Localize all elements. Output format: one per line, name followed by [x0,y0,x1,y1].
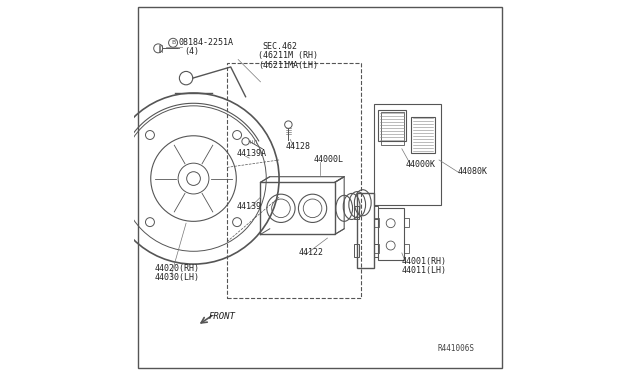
Text: 44000K: 44000K [406,160,436,169]
Bar [404,244,409,253]
Text: B: B [171,40,175,45]
Bar [378,110,406,141]
Text: 44030(LH): 44030(LH) [154,273,200,282]
Text: 44011(LH): 44011(LH) [402,266,447,275]
Text: 44080K: 44080K [458,167,488,176]
Text: (4): (4) [184,47,199,56]
Text: 44139A: 44139A [236,149,266,158]
Text: SEC.462: SEC.462 [262,42,298,51]
Bar [381,112,404,145]
Bar [411,117,435,153]
Bar [227,63,361,298]
Bar [357,193,374,268]
Bar [354,244,358,257]
Bar [374,206,378,219]
Bar [374,244,379,253]
Text: 08184-2251A: 08184-2251A [179,38,234,46]
Bar [374,104,441,205]
Text: 44020(RH): 44020(RH) [154,264,200,273]
Bar [374,244,378,257]
Text: 44139: 44139 [236,202,261,211]
Text: R441006S: R441006S [437,344,474,353]
Text: FRONT: FRONT [209,312,236,321]
Text: 44128: 44128 [285,142,310,151]
Text: 44001(RH): 44001(RH) [402,257,447,266]
Text: (46211MA(LH): (46211MA(LH) [258,61,318,70]
Bar [374,218,379,227]
Text: 44000L: 44000L [314,155,344,164]
Bar [354,206,358,219]
Text: (46211M (RH): (46211M (RH) [258,51,318,60]
Bar [404,218,409,227]
Bar [378,208,404,260]
Text: 44122: 44122 [299,248,324,257]
